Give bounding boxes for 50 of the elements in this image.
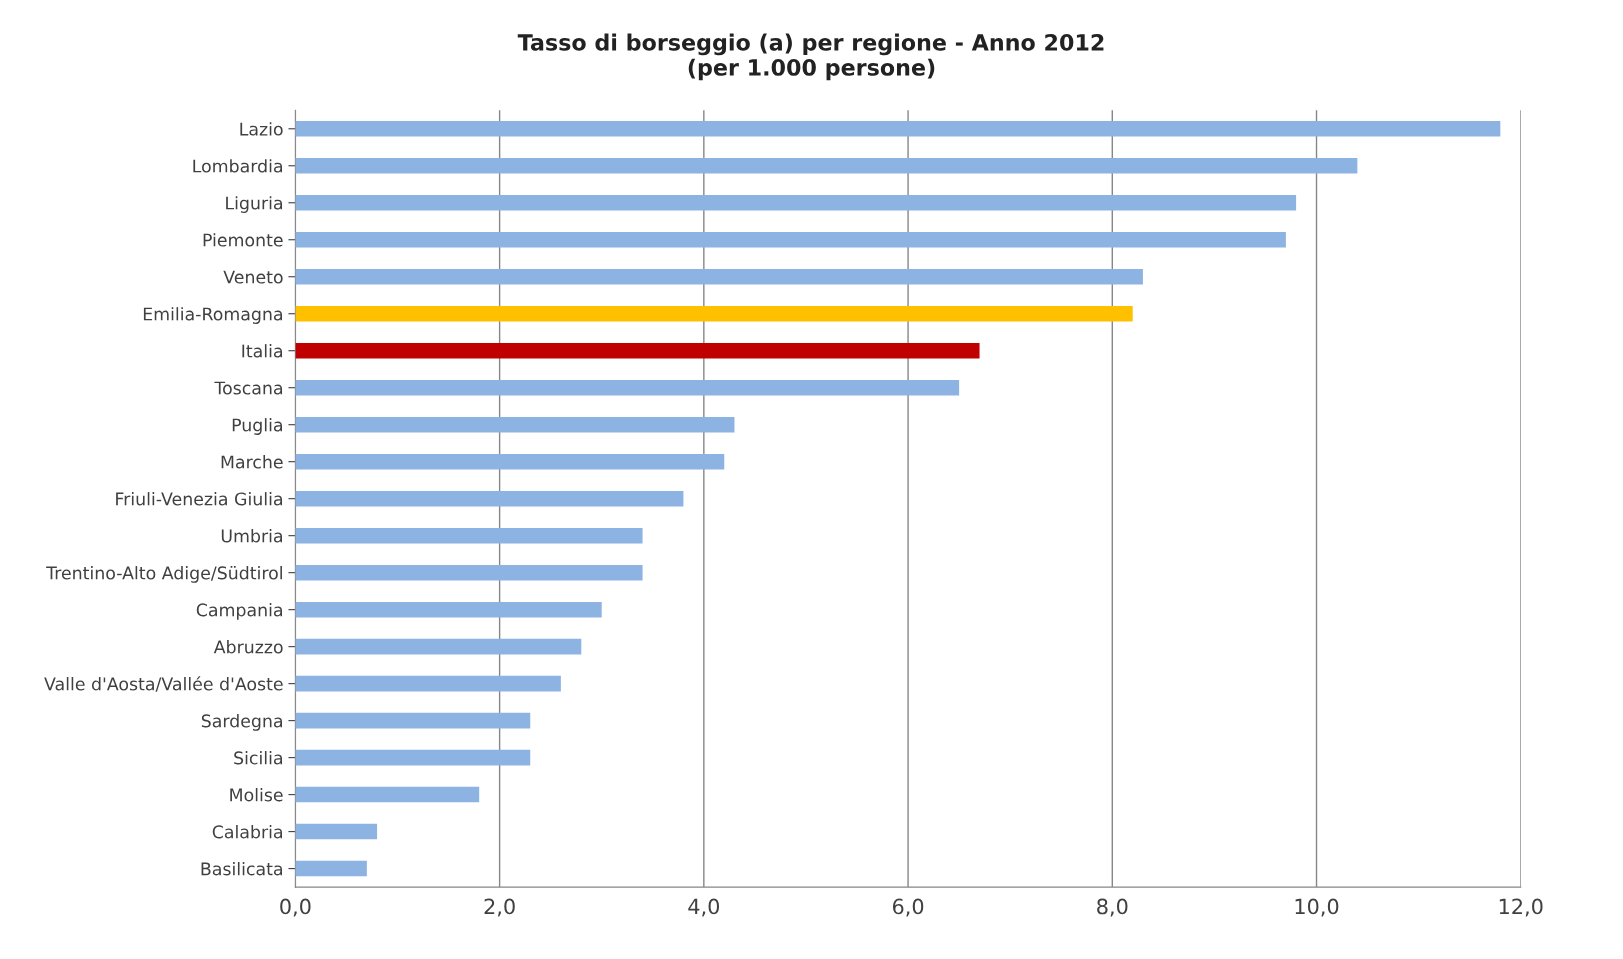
bar	[295, 342, 980, 359]
y-tick-label: Piemonte	[203, 233, 283, 247]
y-tick-label: Campania	[196, 603, 282, 620]
bar	[295, 564, 643, 581]
y-tick-label: Umbria	[221, 529, 283, 543]
bar	[295, 527, 643, 544]
x-tick-label: 4,0	[688, 898, 720, 917]
y-tick-label: Sicilia	[234, 751, 282, 765]
bar	[295, 268, 1143, 285]
x-tick-label: 12,0	[1499, 898, 1543, 917]
y-tick-label: Liguria	[226, 196, 282, 213]
chart-title: Tasso di borseggio (a) per regione - Anno 2012 (per 1.000 persone)	[517, 33, 1104, 81]
y-tick-label: Veneto	[223, 270, 283, 284]
y-tick-label: Abruzzo	[213, 640, 283, 654]
bar	[295, 860, 367, 877]
y-tick-label: Sardegna	[201, 714, 282, 731]
bar	[295, 194, 1297, 211]
y-tick-label: Puglia	[232, 418, 283, 435]
y-tick-label: Emilia-Romagna	[143, 307, 283, 324]
x-tick-label: 10,0	[1295, 898, 1339, 917]
y-tick-label: Calabria	[212, 824, 282, 839]
bar	[295, 121, 1501, 137]
bar	[295, 490, 684, 507]
bar	[295, 379, 960, 396]
bar	[295, 823, 378, 840]
y-tick-label: Molise	[230, 788, 283, 802]
y-tick-label: Valle d'Aosta/Vallée d'Aoste	[44, 676, 283, 692]
bar	[295, 305, 1133, 322]
y-tick-label: Italia	[242, 344, 282, 358]
bar	[295, 749, 531, 766]
bar	[295, 601, 602, 618]
y-tick-label: Trentino-Alto Adige/Südtirol	[46, 566, 282, 583]
bar	[295, 712, 531, 729]
bar	[295, 158, 1358, 174]
bar	[295, 675, 561, 692]
y-tick-label: Lazio	[240, 122, 283, 136]
bar	[295, 231, 1286, 248]
bar	[295, 786, 480, 803]
bar	[295, 638, 582, 655]
y-tick-label: Basilicata	[201, 861, 283, 876]
bar	[295, 453, 725, 470]
y-tick-label: Marche	[221, 455, 283, 469]
x-tick-label: 2,0	[484, 898, 515, 917]
x-tick-label: 0,0	[280, 898, 311, 917]
y-tick-label: Lombardia	[193, 159, 282, 173]
y-tick-label: Friuli-Venezia Giulia	[116, 492, 283, 506]
x-tick-label: 8,0	[1097, 898, 1128, 917]
y-tick-label: Toscana	[214, 381, 283, 395]
x-tick-label: 6,0	[892, 898, 924, 917]
bar	[295, 416, 735, 433]
